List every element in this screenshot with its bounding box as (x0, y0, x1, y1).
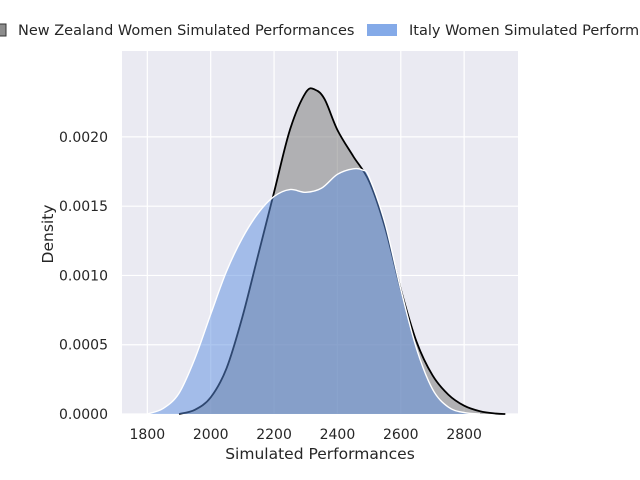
density-areas (147, 87, 506, 415)
density-line-italy (147, 167, 481, 415)
y-axis-title: Density (39, 205, 57, 264)
y-tick-label: 0.0020 (59, 130, 108, 146)
y-tick-label: 0.0015 (59, 199, 108, 215)
y-tick-labels: 0.0000 0.0005 0.0010 0.0015 0.0020 (59, 130, 108, 423)
x-tick-label: 1800 (130, 427, 166, 443)
x-tick-label: 2800 (446, 427, 482, 443)
legend-label-italy: Italy Women Simulated Performances (409, 23, 640, 39)
x-axis-title: Simulated Performances (225, 445, 415, 463)
legend-swatch-new-zealand (0, 23, 7, 37)
y-tick-label: 0.0005 (59, 338, 108, 354)
x-tick-label: 2600 (383, 427, 419, 443)
y-tick-label: 0.0000 (59, 407, 108, 423)
x-tick-label: 2200 (256, 427, 292, 443)
legend-label-new-zealand: New Zealand Women Simulated Performances (18, 23, 354, 39)
y-tick-label: 0.0010 (59, 268, 108, 284)
x-tick-labels: 1800 2000 2200 2400 2600 2800 (130, 427, 482, 443)
legend-swatch-italy (367, 24, 397, 36)
legend: New Zealand Women Simulated Performances… (0, 23, 640, 39)
density-area-italy (147, 168, 480, 414)
x-tick-label: 2400 (320, 427, 356, 443)
x-tick-label: 2000 (193, 427, 229, 443)
